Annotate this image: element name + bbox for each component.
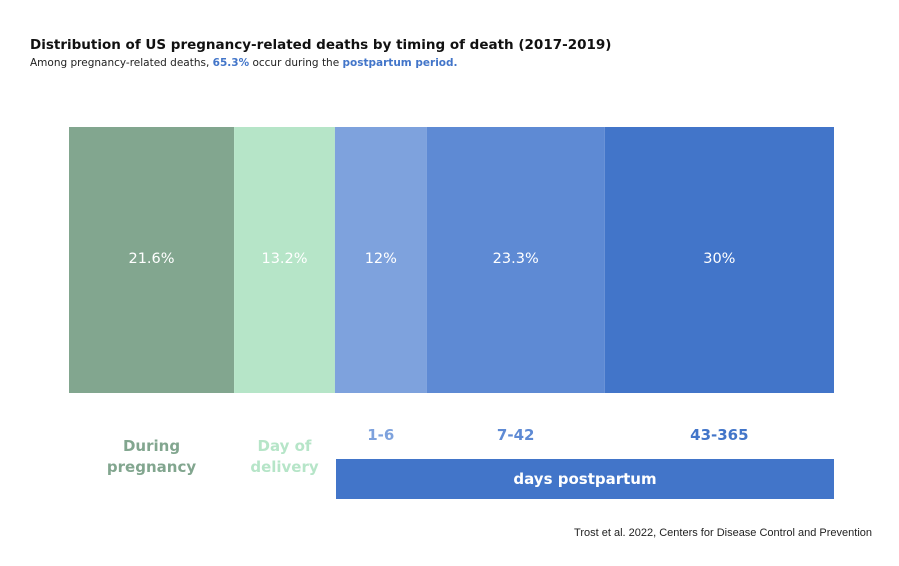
category-label-1: During pregnancy	[72, 436, 232, 478]
category-label-5: 43-365	[639, 425, 799, 446]
bar-segment-5	[604, 127, 834, 393]
chart-title: Distribution of US pregnancy-related dea…	[30, 37, 612, 53]
days-postpartum-bar: days postpartum	[336, 459, 834, 499]
subtitle-highlight-period: postpartum period	[342, 57, 454, 69]
category-label-line: During	[122, 437, 181, 455]
value-label-5: 30%	[703, 251, 735, 267]
subtitle-prefix: Among pregnancy-related deaths,	[30, 57, 213, 69]
bar-segment-3	[334, 127, 427, 393]
category-label-line: 1-6	[367, 426, 395, 444]
chart-subtitle: Among pregnancy-related deaths, 65.3% oc…	[30, 57, 458, 69]
category-label-line: 7-42	[496, 426, 535, 444]
category-label-4: 7-42	[436, 425, 596, 446]
value-label-4: 23.3%	[493, 251, 539, 267]
bar-segment-1	[69, 127, 235, 393]
category-label-2: Day of delivery	[205, 436, 365, 478]
subtitle-middle: occur during the	[249, 57, 343, 69]
bar-segment-4	[426, 127, 605, 393]
value-label-1: 21.6%	[128, 251, 174, 267]
value-label-3: 12%	[365, 251, 397, 267]
value-label-2: 13.2%	[261, 251, 307, 267]
subtitle-highlight-value: 65.3%	[212, 57, 250, 69]
category-label-line: 43-365	[690, 426, 749, 444]
category-label-line: delivery	[250, 458, 319, 476]
category-label-line: pregnancy	[106, 458, 197, 476]
bar-segment-2	[234, 127, 335, 393]
category-label-3: 1-6	[301, 425, 461, 446]
category-label-line: Day of	[257, 437, 312, 455]
subtitle-suffix: .	[453, 57, 458, 69]
source-note: Trost et al. 2022, Centers for Disease C…	[574, 527, 872, 539]
